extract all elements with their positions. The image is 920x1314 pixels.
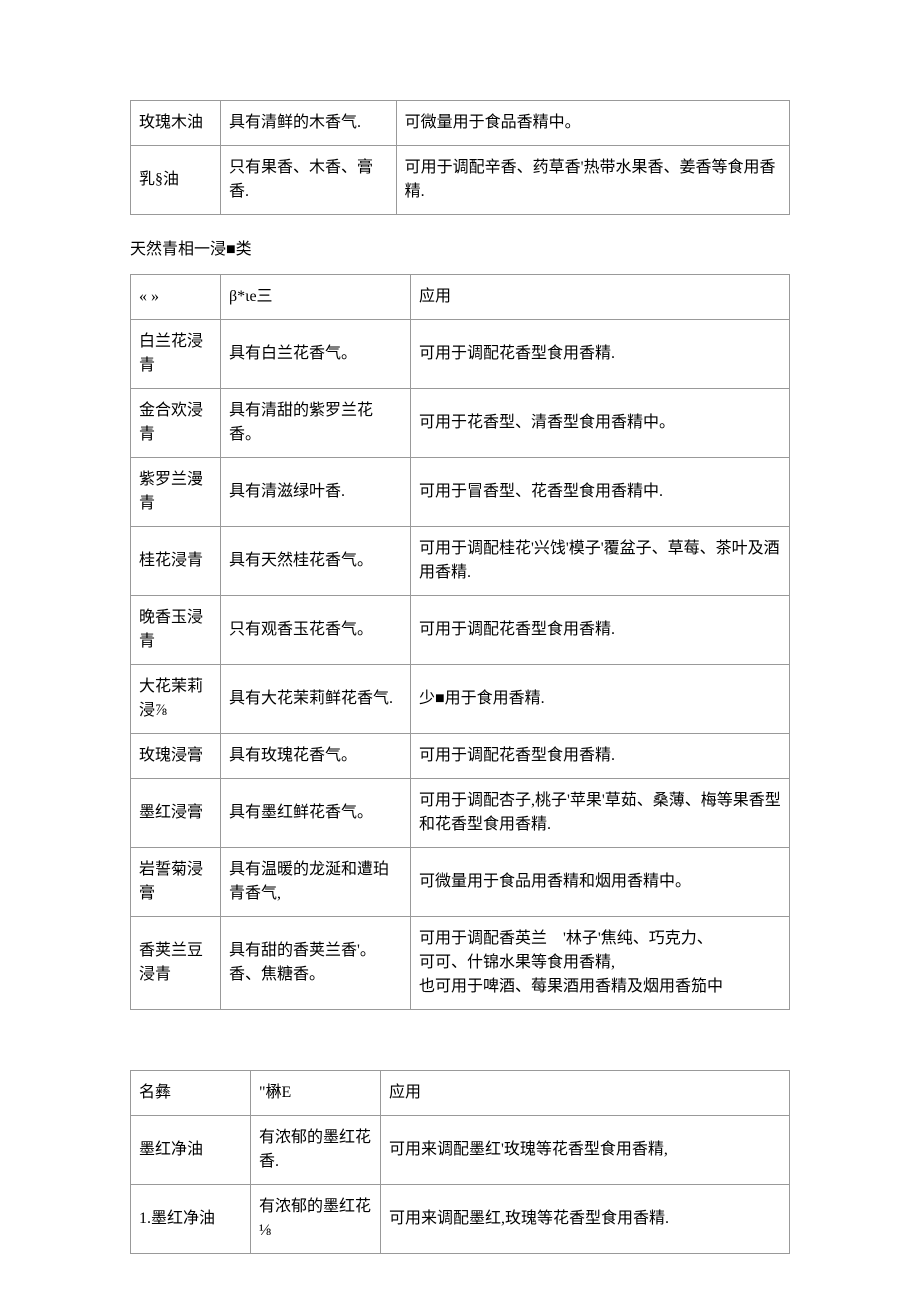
cell-name: 墨红净油 bbox=[131, 1116, 251, 1185]
cell-name: 金合欢浸青 bbox=[131, 389, 221, 458]
cell-desc: 具有清甜的紫罗兰花香。 bbox=[221, 389, 411, 458]
cell-desc: 具有墨红鲜花香气。 bbox=[221, 779, 411, 848]
cell-app: 可用于冒香型、花香型食用香精中. bbox=[411, 458, 790, 527]
table-row: 1.墨红净油 有浓郁的墨红花⅛ 可用来调配墨红,玫瑰等花香型食用香精. bbox=[131, 1185, 790, 1254]
table-header: 名彝 "楙E 应用 bbox=[131, 1071, 790, 1116]
cell-name: 紫罗兰漫青 bbox=[131, 458, 221, 527]
header-name: 名彝 bbox=[131, 1071, 251, 1116]
cell-desc: 有浓郁的墨红花香. bbox=[251, 1116, 381, 1185]
cell-app: 可用于调配桂花'兴饯'模子'覆盆子、草莓、茶叶及酒用香精. bbox=[411, 527, 790, 596]
table-row: 玫瑰木油 具有清鲜的木香气. 可微量用于食品香精中。 bbox=[131, 101, 790, 146]
cell-app: 可用来调配墨红'玫瑰等花香型食用香精, bbox=[381, 1116, 790, 1185]
cell-app: 可微量用于食品香精中。 bbox=[396, 101, 789, 146]
table-row: 墨红浸膏 具有墨红鲜花香气。 可用于调配杏子,桃子'苹果'草茹、桑薄、梅等果香型… bbox=[131, 779, 790, 848]
cell-app: 少■用于食用香精. bbox=[411, 665, 790, 734]
table-row: 金合欢浸青 具有清甜的紫罗兰花香。 可用于花香型、清香型食用香精中。 bbox=[131, 389, 790, 458]
cell-desc: 具有玫瑰花香气。 bbox=[221, 734, 411, 779]
cell-name: 玫瑰木油 bbox=[131, 101, 221, 146]
table-row: 大花茉莉浸⅞ 具有大花茉莉鲜花香气. 少■用于食用香精. bbox=[131, 665, 790, 734]
cell-desc: 只有观香玉花香气。 bbox=[221, 596, 411, 665]
table-row: 晚香玉浸青 只有观香玉花香气。 可用于调配花香型食用香精. bbox=[131, 596, 790, 665]
cell-app: 可用于调配杏子,桃子'苹果'草茹、桑薄、梅等果香型和花香型食用香精. bbox=[411, 779, 790, 848]
cell-name: 香荚兰豆浸青 bbox=[131, 917, 221, 1010]
header-app: 应用 bbox=[411, 275, 790, 320]
cell-app: 可用来调配墨红,玫瑰等花香型食用香精. bbox=[381, 1185, 790, 1254]
cell-desc: 具有清鲜的木香气. bbox=[221, 101, 397, 146]
cell-name: 白兰花浸青 bbox=[131, 320, 221, 389]
cell-name: 乳§油 bbox=[131, 146, 221, 215]
table-oils: 玫瑰木油 具有清鲜的木香气. 可微量用于食品香精中。 乳§油 只有果香、木香、膏… bbox=[130, 100, 790, 215]
header-desc: β*ιe三 bbox=[221, 275, 411, 320]
table-row: 墨红净油 有浓郁的墨红花香. 可用来调配墨红'玫瑰等花香型食用香精, bbox=[131, 1116, 790, 1185]
cell-app: 可微量用于食品用香精和烟用香精中。 bbox=[411, 848, 790, 917]
cell-app: 可用于调配香英兰 '林子'焦纯、巧克力、 可可、什锦水果等食用香精, 也可用于啤… bbox=[411, 917, 790, 1010]
cell-desc: 具有温暖的龙涎和遭珀青香气, bbox=[221, 848, 411, 917]
cell-name: 大花茉莉浸⅞ bbox=[131, 665, 221, 734]
cell-desc: 具有清滋绿叶香. bbox=[221, 458, 411, 527]
cell-name: 桂花浸青 bbox=[131, 527, 221, 596]
cell-name: 墨红浸膏 bbox=[131, 779, 221, 848]
table-extracts: « » β*ιe三 应用 白兰花浸青 具有白兰花香气。 可用于调配花香型食用香精… bbox=[130, 274, 790, 1010]
cell-name: 1.墨红净油 bbox=[131, 1185, 251, 1254]
header-name: « » bbox=[131, 275, 221, 320]
cell-name: 玫瑰浸膏 bbox=[131, 734, 221, 779]
cell-app: 可用于调配花香型食用香精. bbox=[411, 734, 790, 779]
cell-desc: 有浓郁的墨红花⅛ bbox=[251, 1185, 381, 1254]
table-row: 香荚兰豆浸青 具有甜的香荚兰香'。香、焦糖香。 可用于调配香英兰 '林子'焦纯、… bbox=[131, 917, 790, 1010]
cell-desc: 具有大花茉莉鲜花香气. bbox=[221, 665, 411, 734]
cell-name: 岩誓菊浸膏 bbox=[131, 848, 221, 917]
table-net-oils: 名彝 "楙E 应用 墨红净油 有浓郁的墨红花香. 可用来调配墨红'玫瑰等花香型食… bbox=[130, 1070, 790, 1254]
header-app: 应用 bbox=[381, 1071, 790, 1116]
cell-app: 可用于调配辛香、药草香'热带水果香、姜香等食用香精. bbox=[396, 146, 789, 215]
cell-app: 可用于调配花香型食用香精. bbox=[411, 596, 790, 665]
table-row: 乳§油 只有果香、木香、膏香. 可用于调配辛香、药草香'热带水果香、姜香等食用香… bbox=[131, 146, 790, 215]
cell-app: 可用于花香型、清香型食用香精中。 bbox=[411, 389, 790, 458]
section-title: 天然青相一浸■类 bbox=[130, 235, 790, 259]
table-header: « » β*ιe三 应用 bbox=[131, 275, 790, 320]
header-desc: "楙E bbox=[251, 1071, 381, 1116]
table-row: 玫瑰浸膏 具有玫瑰花香气。 可用于调配花香型食用香精. bbox=[131, 734, 790, 779]
cell-name: 晚香玉浸青 bbox=[131, 596, 221, 665]
table-row: 岩誓菊浸膏 具有温暖的龙涎和遭珀青香气, 可微量用于食品用香精和烟用香精中。 bbox=[131, 848, 790, 917]
cell-desc: 具有甜的香荚兰香'。香、焦糖香。 bbox=[221, 917, 411, 1010]
table-row: 紫罗兰漫青 具有清滋绿叶香. 可用于冒香型、花香型食用香精中. bbox=[131, 458, 790, 527]
cell-desc: 具有天然桂花香气。 bbox=[221, 527, 411, 596]
cell-desc: 具有白兰花香气。 bbox=[221, 320, 411, 389]
cell-desc: 只有果香、木香、膏香. bbox=[221, 146, 397, 215]
table-row: 桂花浸青 具有天然桂花香气。 可用于调配桂花'兴饯'模子'覆盆子、草莓、茶叶及酒… bbox=[131, 527, 790, 596]
cell-app: 可用于调配花香型食用香精. bbox=[411, 320, 790, 389]
table-row: 白兰花浸青 具有白兰花香气。 可用于调配花香型食用香精. bbox=[131, 320, 790, 389]
